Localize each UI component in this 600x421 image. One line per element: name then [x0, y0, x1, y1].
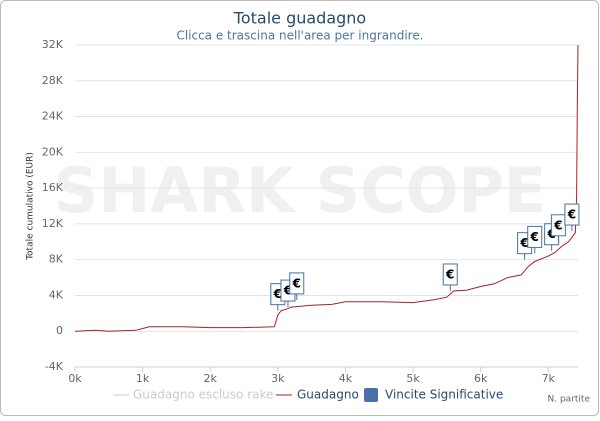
x-tick-label: 4k [339, 372, 353, 385]
flag-label: € [292, 276, 301, 290]
y-tick-label: 32K [42, 38, 64, 51]
legend-label: Guadagno [297, 388, 359, 402]
x-axis-label: N. partite [548, 395, 591, 405]
flag-box [564, 203, 580, 226]
y-tick-label: -4K [45, 360, 64, 373]
flag-label: € [273, 287, 282, 301]
watermark: SHARK SCOPE [54, 154, 547, 227]
flag-label: € [567, 208, 576, 222]
chart-title: Totale guadagno [233, 9, 366, 28]
y-tick-label: 0 [56, 324, 63, 337]
flag-label: € [519, 236, 528, 250]
x-tick-label: 3k [271, 372, 285, 385]
y-tick-label: 24K [42, 110, 64, 123]
x-tick-label: 5k [406, 372, 420, 385]
flag: € [564, 203, 580, 232]
flag-box [527, 225, 543, 248]
legend-label: Vincite Significative [385, 388, 503, 402]
flag: € [527, 225, 543, 254]
legend-swatch [364, 388, 378, 402]
y-tick-label: 8K [49, 253, 64, 266]
y-tick-label: 16K [42, 181, 64, 194]
flag-label: € [553, 218, 562, 232]
y-axis-label: Totale cumulativo (EUR) [26, 152, 36, 261]
legend-label: Guadagno escluso rake [133, 388, 273, 402]
y-tick-label: 4K [49, 288, 64, 301]
chart-subtitle: Clicca e trascina nell'area per ingrandi… [176, 29, 423, 43]
x-tick-label: 6k [474, 372, 488, 385]
flag: € [289, 272, 305, 300]
x-tick-label: 2k [204, 372, 218, 385]
flag-label: € [283, 284, 292, 298]
x-tick-label: 1k [136, 372, 150, 385]
flag-label: € [530, 230, 539, 244]
y-tick-label: 12K [42, 217, 64, 230]
flag: € [442, 263, 458, 291]
x-tick-label: 7k [542, 372, 556, 385]
y-tick-label: 28K [42, 74, 64, 87]
flag-label: € [445, 267, 454, 281]
flag-box [442, 263, 458, 286]
y-tick-label: 20K [42, 145, 64, 158]
flag-box [289, 272, 305, 295]
line-series [74, 44, 579, 332]
x-tick-label: 0k [68, 372, 82, 385]
